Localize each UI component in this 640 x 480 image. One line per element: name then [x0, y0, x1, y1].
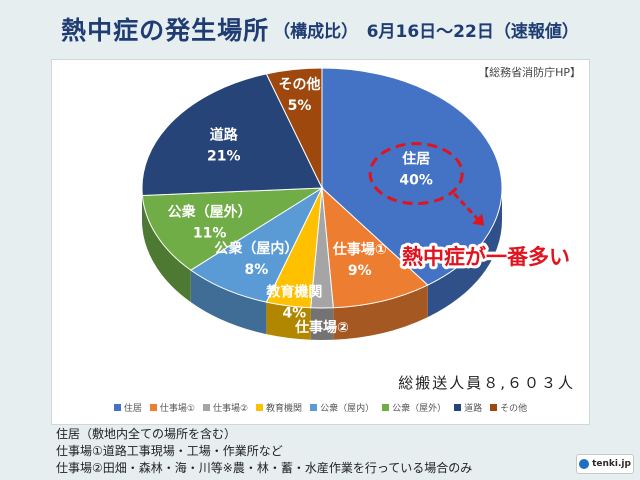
legend-item: 仕事場②: [202, 401, 249, 414]
legend-label: 仕事場①: [159, 404, 195, 414]
pie-side-3: [266, 302, 311, 340]
slice-percent-label: 4%: [282, 306, 306, 322]
pie-slice: [321, 67, 503, 286]
pie-side-2: [310, 307, 334, 340]
slice-name-label: 住居: [402, 151, 430, 168]
note-line: 仕事場②田畑・森林・海・川等※農・林・蓄・水産作業を行っている場合のみ: [56, 461, 473, 475]
chart-title: 熱中症の発生場所 （構成比） 6月16日～22日（速報値）: [0, 0, 640, 58]
legend-swatch: [310, 404, 318, 411]
slice-percent-label: 2%: [310, 341, 334, 357]
pie-slice: [141, 73, 323, 197]
pie-side-1: [333, 285, 428, 340]
pie-chart: 住居 40% 仕事場① 9% 仕事場② 2% 教育機関 4% 公衆（屋内） 8% 公衆（屋外） 11%…: [141, 67, 573, 357]
legend-item: 教育機関: [256, 401, 302, 414]
callout-arrow: [453, 192, 480, 221]
legend-swatch: [454, 404, 462, 411]
legend-swatch: [490, 404, 498, 411]
legend-label: その他: [500, 404, 528, 414]
legend-label: 公衆（屋外）: [392, 404, 447, 414]
slice-name-label: 公衆（屋外）: [168, 203, 252, 220]
note-line: 住居（敷地内全ての場所を含む）: [56, 427, 237, 441]
slice-percent-label: 8%: [245, 262, 269, 278]
title-main: 熱中症の発生場所: [61, 16, 270, 45]
legend-swatch: [256, 404, 264, 411]
legend-swatch: [382, 404, 390, 411]
pie-slice: [189, 186, 324, 303]
legend-label: 教育機関: [266, 404, 303, 414]
slice-percent-label: 40%: [399, 173, 433, 189]
legend-item: 公衆（屋内）: [310, 401, 374, 414]
slice-percent-label: 5%: [288, 98, 312, 114]
legend-item: 道路: [454, 401, 482, 414]
slice-percent-label: 21%: [207, 148, 241, 164]
title-sub: （構成比） 6月16日～22日（速報値）: [273, 21, 579, 42]
slice-name-label: その他: [278, 76, 320, 93]
callout-arrowhead: [472, 213, 485, 226]
legend-item: 公衆（屋外）: [382, 401, 446, 414]
total-count: 総搬送人員８,６０３人: [398, 374, 575, 392]
notes: 住居（敷地内全ての場所を含む） 仕事場①道路工事現場・工場・作業所など 仕事場②…: [56, 426, 472, 477]
legend-item: その他: [490, 401, 527, 414]
slice-name-label: 仕事場①: [332, 241, 387, 258]
brand-label: tenki.jp: [592, 459, 631, 469]
slice-percent-label: 11%: [193, 225, 227, 241]
note-line: 仕事場①道路工事現場・工場・作業所など: [56, 444, 283, 458]
highlight-ellipse: [368, 142, 464, 206]
tenki-icon: [579, 459, 590, 469]
legend-swatch: [113, 404, 121, 411]
legend: 住居 仕事場① 仕事場② 教育機関 公衆（屋内） 公衆（屋外） 道路 その他: [52, 401, 589, 414]
callout-text: 熱中症が一番多い: [402, 245, 570, 269]
pie-slice: [321, 186, 429, 309]
legend-swatch: [202, 404, 210, 411]
slice-name-label: 教育機関: [266, 284, 322, 301]
legend-label: 公衆（屋内）: [320, 404, 375, 414]
legend-swatch: [149, 404, 157, 411]
legend-item: 住居: [113, 401, 142, 414]
slice-name-label: 仕事場②: [294, 319, 349, 336]
legend-label: 住居: [123, 404, 142, 414]
legend-item: 仕事場①: [149, 401, 195, 414]
slice-percent-label: 9%: [348, 263, 372, 279]
pie-slice: [265, 67, 323, 189]
slice-name-label: 公衆（屋内）: [214, 240, 298, 257]
pie-slice: [141, 187, 324, 271]
brand-logo: tenki.jp: [576, 454, 634, 474]
legend-label: 道路: [464, 404, 483, 414]
callout-text-halo: 熱中症が一番多い: [402, 245, 570, 269]
pie-side-0: [427, 188, 502, 318]
source-label: 【総務省消防庁HP】: [478, 66, 581, 79]
slice-name-label: 道路: [210, 126, 239, 143]
legend-label: 仕事場②: [212, 404, 249, 414]
pie-side-4: [190, 270, 267, 335]
chart-card: 【総務省消防庁HP】 住居 40% 仕事場① 9% 仕事場② 2% 教育機関 4% 公衆（屋内）…: [51, 59, 590, 425]
